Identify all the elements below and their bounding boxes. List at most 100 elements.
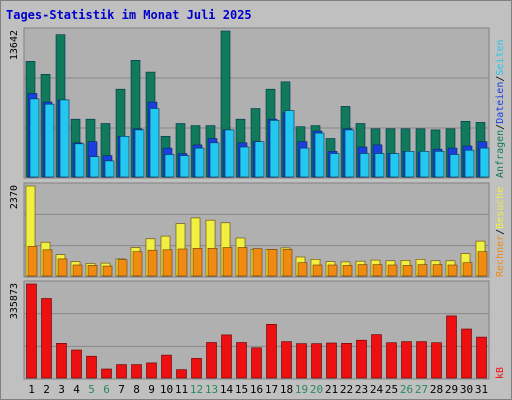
x-tick-label: 9 bbox=[148, 383, 155, 396]
bar-kb-16 bbox=[251, 347, 262, 379]
x-tick-label: 31 bbox=[475, 383, 488, 396]
requests-panel-legend-label: Anfragen/Dateien/Seiten bbox=[495, 39, 506, 178]
bar-seiten-19 bbox=[299, 147, 310, 178]
bar-kb-20 bbox=[311, 343, 322, 379]
x-tick-label: 26 bbox=[400, 383, 413, 396]
visits-panel: 2370 Rechner/Besuche bbox=[9, 182, 506, 278]
x-tick-label: 24 bbox=[370, 383, 384, 396]
bar-seiten-5 bbox=[89, 156, 100, 178]
bar-rechner-8 bbox=[132, 251, 143, 277]
bar-seiten-11 bbox=[179, 155, 190, 178]
bar-seiten-20 bbox=[314, 132, 325, 178]
traffic-panel-legend-label: kB bbox=[495, 367, 506, 379]
bar-kb-1 bbox=[26, 283, 37, 379]
bar-seiten-12 bbox=[194, 147, 205, 178]
bar-kb-21 bbox=[326, 342, 337, 379]
bar-rechner-4 bbox=[72, 264, 83, 277]
bar-rechner-5 bbox=[87, 265, 98, 277]
y-max-label: 335873 bbox=[9, 283, 20, 319]
bar-seiten-4 bbox=[74, 143, 85, 178]
bar-kb-3 bbox=[56, 342, 67, 379]
bar-kb-29 bbox=[446, 315, 457, 379]
bar-rechner-14 bbox=[222, 247, 233, 277]
requests-panel: 13642 Anfragen/Dateien/Seiten bbox=[9, 27, 506, 179]
bar-kb-26 bbox=[401, 341, 412, 379]
bar-kb-9 bbox=[146, 362, 157, 379]
bar-seiten-18 bbox=[284, 110, 295, 178]
bar-seiten-15 bbox=[239, 146, 250, 178]
bar-seiten-7 bbox=[119, 136, 130, 178]
x-tick-label: 17 bbox=[265, 383, 278, 396]
x-tick-label: 18 bbox=[280, 383, 293, 396]
legend-part-0: Anfragen bbox=[495, 130, 506, 178]
legend-part-1: / bbox=[495, 229, 506, 235]
bar-rechner-18 bbox=[282, 249, 293, 277]
x-tick-label: 27 bbox=[415, 383, 428, 396]
bar-rechner-19 bbox=[297, 262, 308, 277]
bar-seiten-28 bbox=[434, 151, 445, 178]
x-tick-label: 14 bbox=[220, 383, 234, 396]
bar-rechner-1 bbox=[27, 246, 38, 277]
x-tick-label: 7 bbox=[118, 383, 125, 396]
x-tick-label: 8 bbox=[133, 383, 140, 396]
bar-seiten-10 bbox=[164, 154, 175, 178]
bar-rechner-29 bbox=[447, 264, 458, 277]
bar-rechner-27 bbox=[417, 264, 428, 277]
bar-seiten-22 bbox=[344, 129, 355, 178]
bar-rechner-26 bbox=[402, 265, 413, 277]
bar-kb-8 bbox=[131, 364, 142, 379]
bar-rechner-31 bbox=[477, 251, 488, 277]
bar-seiten-13 bbox=[209, 142, 220, 178]
bar-seiten-8 bbox=[134, 129, 145, 178]
x-tick-label: 10 bbox=[160, 383, 173, 396]
legend-part-4: Seiten bbox=[495, 39, 506, 75]
chart-title: Tages-Statistik im Monat Juli 2025 bbox=[6, 8, 252, 22]
x-tick-label: 22 bbox=[340, 383, 353, 396]
bar-kb-31 bbox=[476, 336, 487, 379]
bar-rechner-10 bbox=[162, 249, 173, 277]
x-tick-label: 1 bbox=[28, 383, 35, 396]
legend-part-0: Rechner bbox=[495, 235, 506, 277]
bar-kb-30 bbox=[461, 328, 472, 379]
bar-rechner-9 bbox=[147, 249, 158, 277]
bar-kb-22 bbox=[341, 342, 352, 379]
bar-kb-23 bbox=[356, 339, 367, 379]
bar-rechner-30 bbox=[462, 262, 473, 277]
bar-rechner-20 bbox=[312, 264, 323, 277]
legend-part-2: Dateien bbox=[495, 82, 506, 124]
bar-kb-19 bbox=[296, 343, 307, 379]
bar-seiten-2 bbox=[44, 103, 55, 178]
x-tick-label: 19 bbox=[295, 383, 308, 396]
x-tick-label: 11 bbox=[175, 383, 188, 396]
bar-rechner-16 bbox=[252, 248, 263, 277]
x-tick-label: 25 bbox=[385, 383, 398, 396]
bar-kb-7 bbox=[116, 364, 127, 379]
bar-kb-25 bbox=[386, 342, 397, 379]
bar-kb-24 bbox=[371, 334, 382, 379]
x-tick-label: 15 bbox=[235, 383, 248, 396]
bar-rechner-15 bbox=[237, 247, 248, 277]
legend-part-2: Besuche bbox=[495, 187, 506, 229]
x-tick-label: 20 bbox=[310, 383, 323, 396]
x-tick-label: 21 bbox=[325, 383, 338, 396]
x-tick-label: 28 bbox=[430, 383, 443, 396]
x-tick-label: 5 bbox=[88, 383, 95, 396]
bar-seiten-29 bbox=[449, 154, 460, 178]
bar-kb-27 bbox=[416, 341, 427, 379]
bar-seiten-23 bbox=[359, 153, 370, 178]
x-tick-label: 23 bbox=[355, 383, 368, 396]
bar-rechner-21 bbox=[327, 264, 338, 277]
bar-rechner-12 bbox=[192, 248, 203, 277]
x-tick-label: 30 bbox=[460, 383, 473, 396]
bar-rechner-11 bbox=[177, 248, 188, 277]
bar-kb-17 bbox=[266, 323, 277, 379]
bar-kb-11 bbox=[176, 369, 187, 379]
y-max-label: 13642 bbox=[9, 30, 20, 60]
bar-seiten-16 bbox=[254, 141, 265, 178]
bar-kb-5 bbox=[86, 355, 97, 379]
bar-seiten-1 bbox=[29, 98, 40, 178]
bar-seiten-30 bbox=[464, 149, 475, 178]
bar-rechner-6 bbox=[102, 265, 113, 277]
bar-rechner-22 bbox=[342, 265, 353, 277]
bar-seiten-26 bbox=[404, 151, 415, 178]
